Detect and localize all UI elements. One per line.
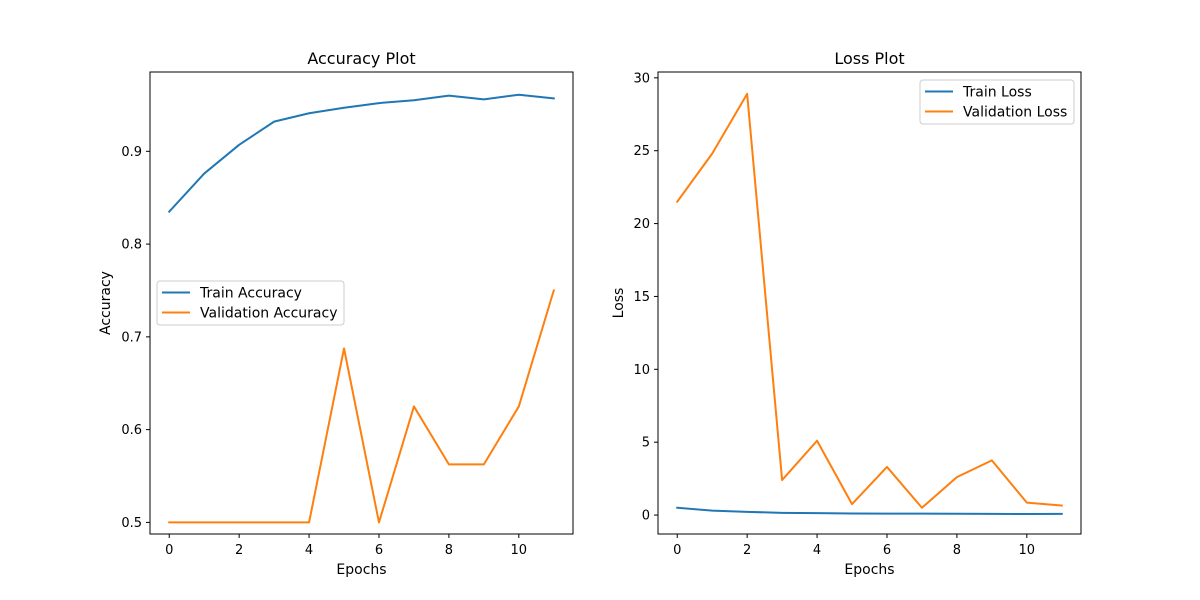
loss-y-tick-label: 15 xyxy=(633,290,650,305)
loss-x-tick-label: 6 xyxy=(883,543,891,558)
accuracy-series-line-validation xyxy=(168,289,556,524)
accuracy-x-tick-label: 0 xyxy=(165,543,173,558)
accuracy-x-axis-label: Epochs xyxy=(336,562,386,578)
accuracy-y-tick-label: 0.6 xyxy=(121,423,142,438)
loss-x-tick-label: 4 xyxy=(813,543,821,558)
loss-y-tick-label: 5 xyxy=(642,436,650,451)
accuracy-x-tick-label: 8 xyxy=(445,543,453,558)
accuracy-series-line-train xyxy=(167,93,555,214)
accuracy-x-tick-label: 10 xyxy=(511,543,528,558)
loss-chart: Loss Plot 0 2 4 6 8 10 0 5 10 15 20 25 30 Epochs Loss Tr… xyxy=(611,49,1082,578)
accuracy-y-tick-label: 0.7 xyxy=(121,330,142,345)
loss-x-tick-label: 0 xyxy=(673,543,681,558)
loss-legend-label: Validation Loss xyxy=(963,105,1067,121)
loss-y-axis-label: Loss xyxy=(611,288,627,319)
loss-y-tick-label: 30 xyxy=(633,71,650,86)
accuracy-x-tick-label: 4 xyxy=(305,543,313,558)
loss-y-tick-label: 25 xyxy=(633,144,650,159)
loss-y-tick-label: 20 xyxy=(633,217,650,232)
loss-legend: Train Loss Validation Loss xyxy=(919,79,1075,125)
loss-x-tick-label: 10 xyxy=(1019,543,1036,558)
loss-chart-title: Loss Plot xyxy=(834,49,904,68)
accuracy-y-axis-label: Accuracy xyxy=(98,271,114,335)
accuracy-axes-frame xyxy=(149,71,574,535)
loss-x-tick-label: 2 xyxy=(743,543,751,558)
loss-legend-label: Train Loss xyxy=(962,85,1032,101)
loss-y-tick-label: 10 xyxy=(633,363,650,378)
loss-legend-box xyxy=(919,79,1075,125)
accuracy-legend-label: Validation Accuracy xyxy=(200,306,338,322)
accuracy-y-tick-label: 0.8 xyxy=(121,238,142,253)
accuracy-x-tick-label: 2 xyxy=(235,543,243,558)
accuracy-chart: Accuracy Plot 0 2 4 6 8 10 0.5 0.6 0.7 0.8 0.9 Epoch… xyxy=(98,49,574,578)
accuracy-chart-title: Accuracy Plot xyxy=(307,49,415,68)
accuracy-y-tick-label: 0.9 xyxy=(121,145,142,160)
accuracy-y-tick-label: 0.5 xyxy=(121,516,142,531)
loss-axes-frame xyxy=(657,71,1082,535)
loss-x-tick-label: 8 xyxy=(953,543,961,558)
accuracy-legend-label: Train Accuracy xyxy=(199,286,302,302)
loss-series-line-train xyxy=(676,506,1063,516)
loss-y-tick-label: 0 xyxy=(642,509,650,524)
accuracy-x-tick-label: 6 xyxy=(375,543,383,558)
accuracy-legend-box xyxy=(156,280,345,326)
loss-x-axis-label: Epochs xyxy=(844,562,894,578)
accuracy-legend: Train Accuracy Validation Accuracy xyxy=(156,280,345,326)
loss-series-line-validation xyxy=(675,92,1063,509)
